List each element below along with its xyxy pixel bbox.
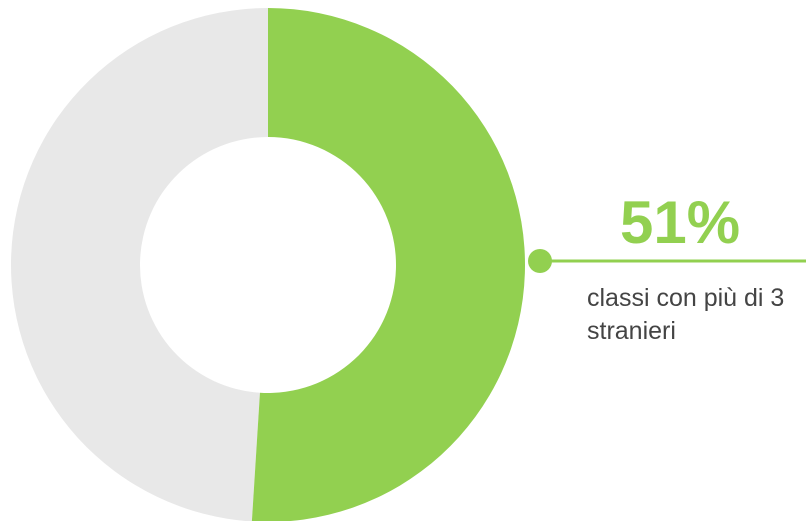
- callout-dot: [528, 249, 552, 273]
- value-label: 51%: [619, 189, 741, 256]
- slice: [251, 8, 525, 521]
- slice: [11, 8, 268, 521]
- slice-label: classi con più di 3 stranieri: [587, 284, 785, 345]
